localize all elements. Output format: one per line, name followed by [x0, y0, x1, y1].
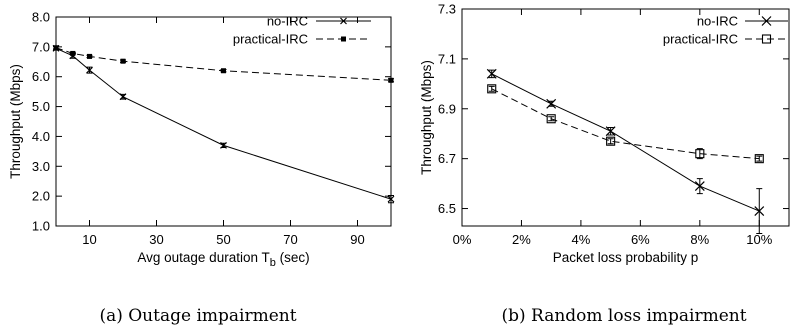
legend-marker — [761, 34, 772, 44]
data-point — [487, 84, 497, 94]
y-tick-label: 7.0 — [32, 39, 50, 54]
data-point — [546, 98, 557, 109]
x-axis-label-text: Packet loss probability p — [553, 250, 699, 265]
data-point — [486, 68, 497, 79]
y-tick-label: 6.5 — [438, 201, 456, 216]
error-bar — [548, 116, 555, 122]
x-tick-label: 10 — [82, 232, 96, 247]
x-tick-label: 90 — [350, 232, 364, 247]
chart-panel-a: 1.0 2.0 3.0 4.0 5.0 6.0 7.0 8.0 10 30 50 70 90 Throug… — [8, 10, 395, 326]
y-tick-label: 8.0 — [32, 10, 50, 25]
series-line — [491, 73, 760, 212]
chart-panel-b: 6.5 6.7 6.9 7.1 7.3 0% 2% 4% 6% 8% 10% Throughput (… — [419, 2, 790, 326]
y-tick-label: 1.0 — [32, 219, 50, 234]
legend-marker — [341, 36, 346, 42]
data-point — [606, 136, 616, 146]
figure-caption: (b) Random loss impairment — [501, 306, 746, 326]
series-line — [55, 47, 392, 81]
figure-caption: (a) Outage impairment — [99, 306, 296, 326]
data-point — [388, 77, 394, 83]
x-tick-label: 4% — [572, 232, 591, 247]
series-practical-irc — [487, 84, 764, 164]
y-tick-label: 6.9 — [438, 101, 456, 116]
x-tick-label: 10% — [746, 232, 772, 247]
data-point — [119, 93, 127, 101]
x-tick-label: 50 — [216, 232, 230, 247]
x-axis-label-unit: (sec) — [276, 250, 310, 265]
legend-marker — [761, 16, 772, 26]
data-point — [221, 68, 226, 74]
series-line — [491, 88, 760, 160]
y-tick-label: 6.7 — [438, 151, 456, 166]
series-practical-irc — [53, 45, 394, 83]
y-tick-label: 4.0 — [32, 129, 50, 144]
legend-label: practical-IRC — [663, 32, 738, 47]
data-point — [86, 66, 93, 74]
data-point — [87, 53, 92, 59]
data-point — [546, 114, 556, 124]
y-axis-label: Throughput (Mbps) — [8, 64, 23, 179]
y-tick-label: 5.0 — [32, 99, 50, 114]
legend-marker — [340, 17, 347, 25]
error-bar — [607, 138, 614, 145]
y-axis-label: Throughput (Mbps) — [419, 60, 434, 175]
error-bar — [756, 155, 763, 162]
error-bar — [696, 148, 703, 160]
x-tick-label: 70 — [283, 232, 297, 247]
x-tick-label: 6% — [631, 232, 650, 247]
legend-label: no-IRC — [267, 14, 308, 29]
x-tick-label: 0% — [453, 232, 472, 247]
x-axis-label-text: Avg outage duration T — [137, 250, 269, 265]
y-tick-label: 2.0 — [32, 189, 50, 204]
y-tick-label: 3.0 — [32, 159, 50, 174]
plot-frame — [461, 8, 790, 227]
x-tick-label: 8% — [690, 232, 709, 247]
data-point — [120, 58, 126, 64]
plot-frame — [55, 16, 392, 227]
y-tick-label: 6.0 — [32, 69, 50, 84]
data-point — [695, 149, 705, 159]
x-tick-label: 30 — [149, 232, 163, 247]
x-axis-label: Packet loss probability p — [553, 250, 699, 265]
data-point — [387, 195, 395, 203]
data-point — [220, 141, 227, 149]
data-point — [53, 45, 59, 51]
y-tick-label: 7.3 — [438, 2, 456, 17]
data-point — [70, 50, 76, 56]
data-point — [694, 181, 705, 192]
y-tick-label: 7.1 — [438, 51, 456, 66]
x-tick-label: 2% — [512, 232, 531, 247]
series-no-irc — [486, 68, 765, 234]
data-point — [754, 206, 765, 216]
legend-label: practical-IRC — [233, 32, 308, 47]
x-axis-label: Avg outage duration Tb (sec) — [137, 250, 309, 269]
x-axis-label-subscript: b — [270, 257, 276, 269]
data-point — [605, 126, 616, 137]
legend-label: no-IRC — [697, 14, 738, 29]
error-bar — [488, 85, 495, 92]
data-point — [754, 154, 764, 164]
